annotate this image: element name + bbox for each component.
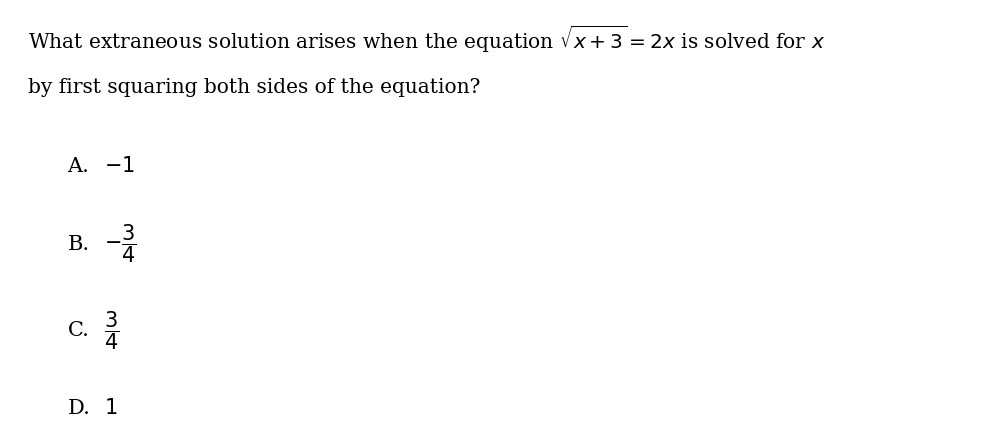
Text: C.: C. xyxy=(68,321,89,340)
Text: A.: A. xyxy=(68,157,89,176)
Text: $-1$: $-1$ xyxy=(104,156,135,176)
Text: B.: B. xyxy=(68,235,89,254)
Text: $\dfrac{3}{4}$: $\dfrac{3}{4}$ xyxy=(104,309,119,352)
Text: D.: D. xyxy=(68,399,90,418)
Text: by first squaring both sides of the equation?: by first squaring both sides of the equa… xyxy=(28,78,480,97)
Text: $-\dfrac{3}{4}$: $-\dfrac{3}{4}$ xyxy=(104,223,137,265)
Text: $1$: $1$ xyxy=(104,398,117,418)
Text: What extraneous solution arises when the equation $\sqrt{x + 3} = 2x$ is solved : What extraneous solution arises when the… xyxy=(28,24,825,55)
